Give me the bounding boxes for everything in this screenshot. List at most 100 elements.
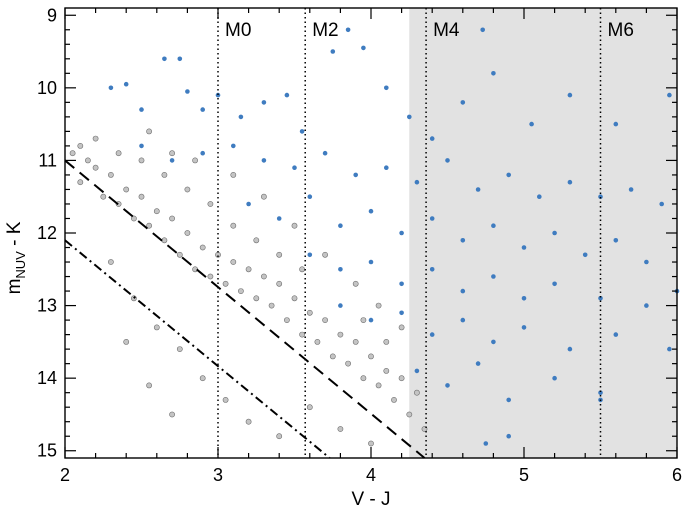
active-point: [307, 194, 313, 199]
active-point: [384, 165, 389, 170]
inactive-point: [230, 259, 237, 265]
active-point: [567, 179, 573, 185]
y-tick-label: 12: [37, 223, 57, 243]
inactive-point: [383, 367, 390, 374]
inactive-point: [138, 157, 145, 164]
active-point: [292, 165, 297, 170]
spectral-type-label: M6: [608, 20, 634, 41]
inactive-point: [360, 317, 367, 323]
spectral-type-label: M0: [225, 20, 251, 41]
inactive-point: [161, 237, 168, 244]
active-point: [521, 296, 527, 301]
active-point: [368, 208, 374, 214]
inactive-point: [69, 150, 76, 157]
inactive-point: [276, 280, 283, 287]
inactive-point: [192, 157, 198, 164]
y-axis-label-tail: - K: [4, 221, 25, 251]
inactive-point: [92, 135, 99, 142]
inactive-point: [329, 353, 336, 360]
dash-dot-reference-line: [64, 239, 331, 459]
active-point: [123, 81, 129, 87]
inactive-point: [291, 295, 298, 302]
inactive-point: [398, 324, 405, 331]
inactive-point: [230, 171, 237, 178]
active-point: [552, 281, 557, 287]
inactive-point: [169, 150, 175, 157]
inactive-point: [153, 324, 160, 331]
active-point: [276, 216, 282, 221]
inactive-point: [169, 411, 175, 418]
spectral-type-label: M4: [433, 20, 460, 41]
inactive-point: [245, 418, 252, 425]
active-point: [353, 172, 359, 178]
inactive-point: [92, 164, 99, 171]
active-point: [445, 158, 450, 163]
active-point: [491, 339, 496, 345]
active-point: [567, 92, 573, 98]
spectral-type-layer: M0 M2 M4 M6: [217, 8, 634, 458]
active-point: [613, 238, 619, 243]
inactive-point: [352, 280, 359, 287]
inactive-point: [237, 288, 244, 294]
inactive-point: [383, 338, 390, 345]
inactive-point: [375, 382, 382, 389]
inactive-point: [146, 382, 152, 389]
inactive-point: [406, 411, 413, 418]
active-point: [338, 267, 343, 272]
active-point: [338, 303, 343, 308]
inactive-point: [283, 317, 290, 323]
active-point: [139, 143, 144, 149]
active-point: [480, 27, 486, 33]
inactive-point: [276, 433, 283, 440]
inactive-point: [368, 353, 374, 360]
inactive-point: [260, 273, 267, 280]
active-point: [169, 158, 175, 163]
active-point: [506, 172, 512, 178]
shaded-region: [409, 8, 677, 458]
active-point: [399, 230, 404, 236]
inactive-point: [146, 128, 152, 135]
active-point: [200, 107, 205, 112]
active-point: [628, 187, 634, 192]
active-point: [613, 332, 619, 337]
active-point: [475, 187, 481, 192]
active-point: [322, 150, 328, 156]
inactive-point: [276, 251, 283, 258]
active-point: [284, 92, 290, 98]
shaded-region-layer: [409, 8, 677, 458]
inactive-point: [398, 375, 405, 382]
inactive-point: [146, 222, 152, 229]
inactive-point: [291, 222, 298, 229]
inactive-point: [337, 426, 344, 432]
inactive-point: [199, 244, 206, 251]
active-point: [491, 71, 496, 76]
active-point: [108, 85, 114, 91]
active-point: [613, 121, 619, 127]
active-point: [460, 100, 466, 105]
inactive-point: [176, 346, 183, 352]
active-point: [368, 317, 374, 323]
inactive-point: [123, 186, 130, 193]
inactive-point: [306, 404, 313, 411]
inactive-point: [184, 230, 191, 236]
active-point: [261, 100, 267, 105]
inactive-point: [299, 331, 305, 338]
y-tick-label: 14: [37, 368, 57, 388]
active-point: [414, 368, 420, 374]
active-point: [177, 56, 183, 62]
active-point: [521, 245, 527, 250]
x-tick-label: 6: [672, 465, 682, 485]
inactive-point: [153, 208, 160, 215]
inactive-point: [391, 396, 397, 403]
inactive-point: [77, 179, 84, 186]
active-point: [429, 267, 435, 272]
active-point: [644, 303, 649, 308]
active-point: [231, 143, 236, 149]
active-point: [598, 296, 603, 301]
inactive-point: [368, 440, 374, 447]
spectral-type-label: M2: [312, 20, 338, 41]
active-point: [483, 441, 489, 446]
active-point: [261, 158, 267, 163]
active-point: [659, 201, 664, 207]
